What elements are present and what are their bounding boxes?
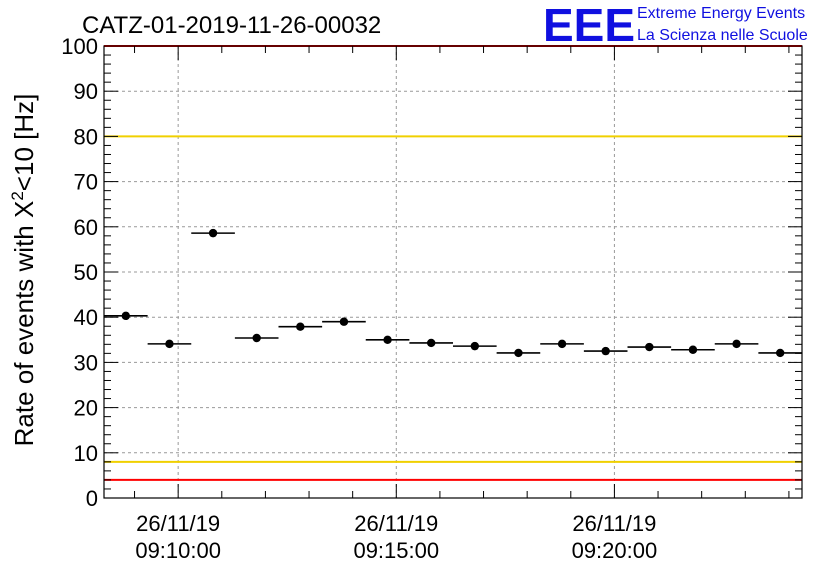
data-point [714,339,759,349]
data-point-marker [383,335,392,344]
y-tick-label: 10 [74,441,98,466]
data-point-marker [252,333,261,343]
y-tick-label: 40 [74,305,98,330]
data-point [278,322,323,331]
data-point-marker [732,339,741,349]
logo-mark: EEE [543,0,635,51]
reference-lines [104,45,802,481]
y-axis-label-superscript: 2 [8,191,27,200]
data-point-marker [601,346,610,356]
data-point-marker [470,341,480,351]
y-tick-labels: 0 10 20 30 40 50 60 70 80 90 100 [61,34,98,511]
data-point [191,228,235,238]
x-tick-label-date: 26/11/19 [136,511,220,536]
data-point [322,317,366,326]
y-tick-label: 90 [74,79,98,104]
x-tick-label-time: 09:10:00 [135,538,221,563]
data-point-marker [208,228,218,238]
data-point [496,348,541,358]
data-point [671,345,715,354]
y-tick-label: 70 [74,170,98,195]
data-points [104,228,802,358]
y-axis-label-main: Rate of events with X [9,201,39,447]
data-point [453,341,497,351]
data-point [540,339,584,349]
data-point-marker [339,317,349,326]
grid-lines [104,46,802,498]
data-point-marker [557,339,567,349]
data-point [147,339,192,349]
y-axis-label: Rate of events with X2<10 [Hz] [8,94,39,447]
y-tick-label: 30 [74,350,98,375]
x-tick-label-date: 26/11/19 [572,511,656,536]
y-axis-label-tail: <10 [Hz] [9,94,39,192]
x-tick-labels: 26/11/1909:10:0026/11/1909:15:0026/11/19… [135,511,657,563]
data-point-marker [426,338,436,348]
data-point [104,311,148,321]
data-point-marker [121,311,131,321]
logo-line-1: Extreme Energy Events [637,5,805,22]
y-tick-label: 100 [61,34,98,59]
data-point [583,346,628,356]
data-point-marker [165,339,174,349]
data-point [365,335,410,344]
data-point [627,342,672,352]
x-tick-label-time: 09:20:00 [572,538,658,563]
eee-logo: EEE Extreme Energy Events La Scienza nel… [543,0,808,51]
y-tick-label: 0 [86,486,98,511]
data-point-marker [645,342,654,352]
y-tick-label: 20 [74,396,98,421]
y-tick-label: 60 [74,215,98,240]
data-point [234,333,279,343]
data-point-marker [775,348,785,358]
x-tick-label-time: 09:15:00 [353,538,439,563]
data-point-marker [688,345,698,354]
data-point [758,348,802,358]
chart-title: CATZ-01-2019-11-26-00032 [82,12,381,39]
y-tick-label: 50 [74,260,98,285]
y-tick-label: 80 [74,124,98,149]
logo-line-2: La Scienza nelle Scuole [637,27,808,44]
x-tick-label-date: 26/11/19 [354,511,438,536]
data-point-marker [514,348,523,358]
plot-frame [103,45,803,499]
data-point [409,338,453,348]
data-point-marker [296,322,305,331]
